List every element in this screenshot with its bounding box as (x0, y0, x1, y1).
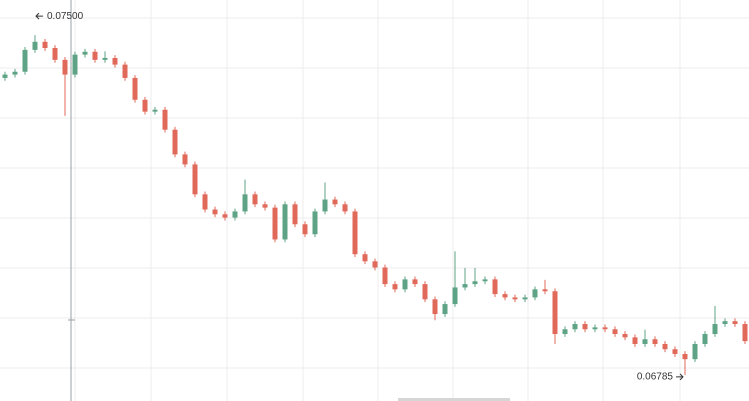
candle-body (182, 154, 188, 165)
candle-body (642, 339, 648, 344)
candle-body (342, 204, 348, 212)
candle-body (562, 329, 568, 335)
candle-body (372, 261, 378, 268)
candle-body (512, 297, 518, 300)
candle-body (12, 71, 18, 75)
candle-body (392, 284, 398, 290)
candle-body (192, 164, 198, 195)
candle-body (2, 74, 8, 78)
candle-body (482, 279, 488, 282)
candle-body (602, 327, 608, 330)
candle-body (212, 209, 218, 215)
candle-body (62, 59, 68, 75)
candle-body (112, 57, 118, 65)
candle-body (302, 224, 308, 235)
candle-body (142, 99, 148, 112)
candle-body (572, 324, 578, 330)
candle-body (32, 41, 38, 50)
candle-body (162, 109, 168, 130)
candles (2, 35, 748, 375)
candle-body (272, 207, 278, 240)
candle-body (202, 194, 208, 210)
candle-body (722, 321, 728, 325)
candle-body (172, 129, 178, 155)
candle-body (72, 54, 78, 75)
candle-body (122, 64, 128, 78)
annotation-label: 0.06785 (637, 372, 674, 383)
candle-body (702, 334, 708, 344)
candle-body (732, 321, 738, 325)
scrollbar[interactable] (398, 398, 510, 401)
candle-body (352, 211, 358, 255)
annotations: 0.07500 0.06785 (35, 11, 684, 383)
candle-body (262, 204, 268, 208)
candle-body (462, 284, 468, 288)
candle-body (452, 287, 458, 305)
candle-body (22, 49, 28, 72)
candle-body (592, 327, 598, 330)
candle-body (422, 284, 428, 300)
candle-body (152, 109, 158, 112)
candle-body (582, 324, 588, 330)
candle-body (252, 194, 258, 205)
candle-body (312, 211, 318, 235)
candle-body (662, 343, 668, 350)
annotation-arrow (35, 12, 43, 20)
candle-body (282, 204, 288, 240)
candle-body (692, 343, 698, 360)
candle-body (52, 47, 58, 60)
candle-body (132, 77, 138, 100)
candle-body (412, 279, 418, 285)
candle-body (242, 194, 248, 212)
candle-body (522, 297, 528, 300)
candle-body (552, 291, 558, 335)
candle-body (432, 299, 438, 315)
candle-body (442, 304, 448, 315)
candle-body (672, 349, 678, 354)
candle-body (742, 324, 748, 342)
candle-body (322, 199, 328, 212)
candle-body (92, 51, 98, 60)
candle-body (612, 329, 618, 335)
candle-body (222, 214, 228, 218)
candle-body (232, 211, 238, 218)
candle-body (682, 353, 688, 360)
candle-body (652, 339, 658, 344)
candle-body (82, 51, 88, 55)
candle-body (492, 279, 498, 295)
candle-body (622, 334, 628, 338)
candle-body (502, 294, 508, 298)
candle-body (292, 204, 298, 225)
candle-body (632, 337, 638, 344)
annotation-arrow (676, 373, 684, 381)
candle-body (362, 254, 368, 262)
candle-body (332, 199, 338, 205)
candle-body (532, 289, 538, 298)
candle-body (42, 41, 48, 48)
candle-body (102, 57, 108, 60)
candle-body (712, 324, 718, 335)
candle-body (472, 281, 478, 285)
annotation-label: 0.07500 (47, 11, 84, 22)
candle-body (402, 279, 408, 290)
candle-body (382, 267, 388, 285)
candle-body (542, 289, 548, 292)
